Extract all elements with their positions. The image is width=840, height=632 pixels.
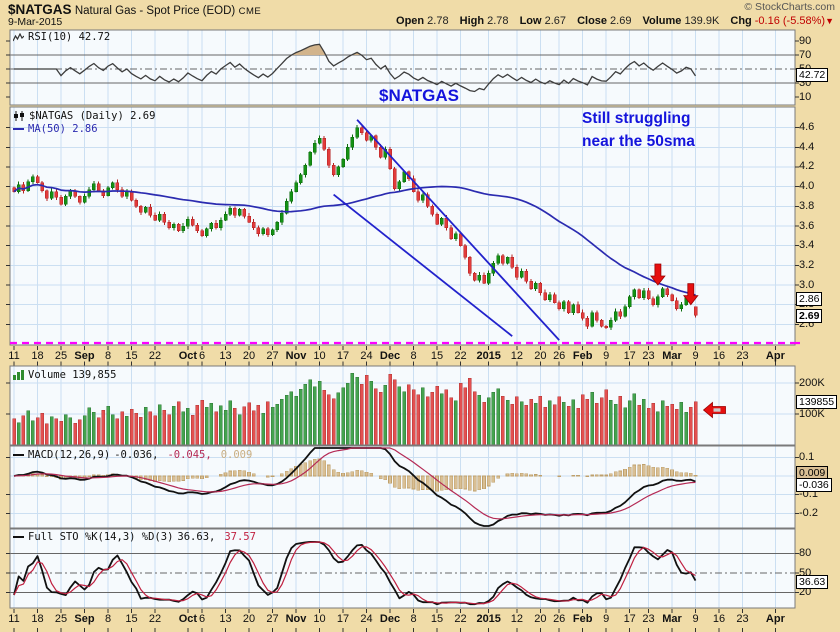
sto-k-value: 36.63, bbox=[177, 531, 216, 543]
candlesticks bbox=[12, 125, 698, 331]
volume-value: 139.9K bbox=[684, 15, 720, 27]
close-label: Close bbox=[577, 15, 608, 27]
ma-legend-text: MA(50) 2.86 bbox=[28, 123, 98, 135]
sto-name: Full STO %K(14,3) %D(3) bbox=[28, 531, 174, 543]
macd-value: -0.036, bbox=[114, 449, 159, 461]
rsi-value-callout: 42.72 bbox=[796, 68, 829, 82]
macd-line-icon bbox=[13, 454, 24, 456]
sto-d-value: 37.57 bbox=[224, 531, 256, 543]
ma-line-icon bbox=[13, 128, 24, 130]
macd-signal-line bbox=[13, 447, 696, 520]
high-value: 2.78 bbox=[487, 15, 509, 27]
down-triangle-icon: ▼ bbox=[825, 16, 834, 26]
annotation-natgas: $NATGAS bbox=[379, 86, 459, 105]
exchange: CME bbox=[238, 6, 262, 17]
trendline bbox=[333, 193, 513, 337]
trendline bbox=[356, 119, 560, 341]
annotation-note-line2: near the 50sma bbox=[582, 133, 695, 150]
copyright: © StockCharts.com bbox=[744, 1, 835, 13]
sto-line-icon bbox=[13, 536, 24, 538]
macd-value-callout: -0.036 bbox=[796, 478, 832, 492]
price-legend: $NATGAS (Daily) 2.69 bbox=[13, 110, 155, 122]
chart-annotations bbox=[10, 119, 800, 419]
price-legend-text: $NATGAS (Daily) 2.69 bbox=[29, 110, 156, 122]
symbol: $NATGAS bbox=[8, 2, 72, 17]
chart-date: 9-Mar-2015 bbox=[8, 16, 63, 28]
close-value: 2.69 bbox=[610, 15, 632, 27]
ma-legend: MA(50) 2.86 bbox=[13, 123, 98, 135]
open-value: 2.78 bbox=[427, 15, 449, 27]
ma50-line bbox=[13, 183, 696, 296]
rsi-legend: RSI(10) 42.72 bbox=[13, 31, 110, 43]
open-label: Open bbox=[396, 15, 425, 27]
volume-legend-text: Volume 139,855 bbox=[28, 369, 117, 381]
ohlc-readout: Open 2.78 High 2.78 Low 2.67 Close 2.69 Volu… bbox=[388, 15, 834, 27]
sto-legend: Full STO %K(14,3) %D(3) 36.63, 37.57 bbox=[13, 531, 256, 543]
panel-borders bbox=[6, 29, 799, 632]
chg-value: -0.16 (-5.58%) bbox=[754, 15, 826, 27]
low-label: Low bbox=[519, 15, 542, 27]
rsi-line bbox=[14, 43, 697, 93]
macd-hist-value: 0.009 bbox=[220, 449, 253, 461]
annotation-note: Still struggling near the 50sma bbox=[582, 107, 695, 153]
chg-label: Chg bbox=[730, 15, 752, 27]
header-title: $NATGAS Natural Gas - Spot Price (EOD) C… bbox=[8, 2, 261, 17]
macd-hist-callout: 0.009 bbox=[796, 466, 829, 480]
down-arrow-icon bbox=[650, 263, 666, 286]
ma-value-callout: 2.86 bbox=[796, 292, 823, 306]
macd-legend: MACD(12,26,9) -0.036, -0.045, 0.009 bbox=[13, 449, 252, 461]
high-label: High bbox=[459, 15, 485, 27]
sto-d-line bbox=[13, 541, 696, 605]
macd-signal-value: -0.045, bbox=[167, 449, 212, 461]
indicator-line-icon bbox=[13, 32, 24, 41]
candlestick-icon bbox=[14, 111, 24, 121]
volume-bars-icon bbox=[13, 370, 24, 380]
sto-k-line bbox=[13, 541, 697, 606]
rsi-legend-text: RSI(10) 42.72 bbox=[28, 31, 111, 43]
macd-name: MACD(12,26,9) bbox=[28, 449, 111, 461]
close-value-callout: 2.69 bbox=[796, 309, 823, 323]
volume-value-callout: 139855 bbox=[796, 395, 838, 409]
sto-value-callout: 36.63 bbox=[796, 575, 829, 589]
volume-legend: Volume 139,855 bbox=[13, 369, 117, 381]
symbol-description: Natural Gas - Spot Price (EOD) bbox=[74, 5, 236, 17]
low-value: 2.67 bbox=[544, 15, 566, 27]
volume-label: Volume bbox=[642, 15, 682, 27]
annotation-note-line1: Still struggling bbox=[582, 110, 691, 127]
down-arrow-icon bbox=[682, 283, 699, 306]
